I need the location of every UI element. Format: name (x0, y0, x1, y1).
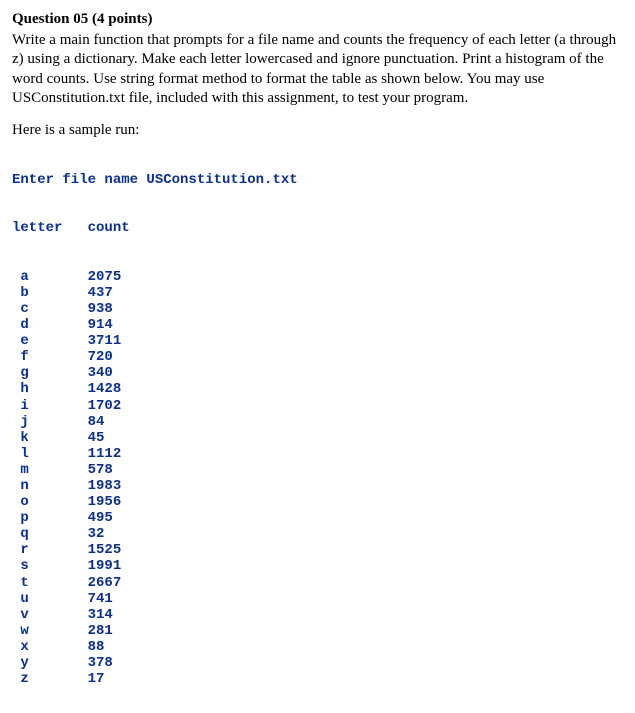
row-count: 378 (88, 655, 113, 671)
header-count: count (88, 220, 130, 236)
table-row: y378 (12, 655, 623, 671)
row-count: 45 (88, 430, 105, 446)
table-row: w281 (12, 623, 623, 639)
row-count: 281 (88, 623, 113, 639)
table-row: a2075 (12, 269, 623, 285)
table-row: s1991 (12, 558, 623, 574)
row-count: 84 (88, 414, 105, 430)
row-count: 1983 (88, 478, 122, 494)
row-count: 1525 (88, 542, 122, 558)
row-count: 1112 (88, 446, 122, 462)
header-letter: letter (12, 220, 88, 236)
table-row: d914 (12, 317, 623, 333)
row-letter: y (12, 655, 88, 671)
sample-output-block: Enter file name USConstitution.txt lette… (12, 140, 623, 703)
table-row: x88 (12, 639, 623, 655)
row-letter: s (12, 558, 88, 574)
row-count: 3711 (88, 333, 122, 349)
row-count: 495 (88, 510, 113, 526)
row-count: 1428 (88, 381, 122, 397)
table-row: h1428 (12, 381, 623, 397)
table-row: m578 (12, 462, 623, 478)
row-count: 1991 (88, 558, 122, 574)
row-count: 340 (88, 365, 113, 381)
row-count: 1702 (88, 398, 122, 414)
row-letter: t (12, 575, 88, 591)
row-letter: x (12, 639, 88, 655)
row-letter: u (12, 591, 88, 607)
row-count: 914 (88, 317, 113, 333)
table-row: j84 (12, 414, 623, 430)
row-count: 32 (88, 526, 105, 542)
row-letter: e (12, 333, 88, 349)
row-letter: g (12, 365, 88, 381)
row-letter: c (12, 301, 88, 317)
table-row: n1983 (12, 478, 623, 494)
row-letter: d (12, 317, 88, 333)
row-letter: z (12, 671, 88, 687)
row-letter: b (12, 285, 88, 301)
row-letter: f (12, 349, 88, 365)
row-letter: n (12, 478, 88, 494)
prompt-prefix: Enter file name (12, 172, 146, 188)
table-row: l1112 (12, 446, 623, 462)
table-row: g340 (12, 365, 623, 381)
table-row: v314 (12, 607, 623, 623)
row-letter: v (12, 607, 88, 623)
row-letter: q (12, 526, 88, 542)
row-count: 437 (88, 285, 113, 301)
row-count: 2667 (88, 575, 122, 591)
row-count: 938 (88, 301, 113, 317)
table-row: q32 (12, 526, 623, 542)
row-count: 578 (88, 462, 113, 478)
row-letter: h (12, 381, 88, 397)
table-row: z17 (12, 671, 623, 687)
table-row: i1702 (12, 398, 623, 414)
row-letter: j (12, 414, 88, 430)
table-row: r1525 (12, 542, 623, 558)
table-row: e3711 (12, 333, 623, 349)
table-row: c938 (12, 301, 623, 317)
table-row: k45 (12, 430, 623, 446)
question-body: Write a main function that prompts for a… (12, 31, 623, 109)
row-letter: l (12, 446, 88, 462)
row-count: 720 (88, 349, 113, 365)
sample-run-label: Here is a sample run: (12, 121, 623, 141)
row-letter: a (12, 269, 88, 285)
prompt-filename: USConstitution.txt (146, 172, 297, 188)
row-count: 1956 (88, 494, 122, 510)
table-row: u741 (12, 591, 623, 607)
table-header: lettercount (12, 220, 623, 236)
row-count: 314 (88, 607, 113, 623)
row-letter: p (12, 510, 88, 526)
table-row: t2667 (12, 575, 623, 591)
row-count: 741 (88, 591, 113, 607)
table-row: b437 (12, 285, 623, 301)
question-title: Question 05 (4 points) (12, 10, 623, 30)
table-row: f720 (12, 349, 623, 365)
row-count: 2075 (88, 269, 122, 285)
row-letter: o (12, 494, 88, 510)
row-letter: i (12, 398, 88, 414)
row-letter: m (12, 462, 88, 478)
table-row: o1956 (12, 494, 623, 510)
row-count: 88 (88, 639, 105, 655)
row-letter: r (12, 542, 88, 558)
sample-prompt-line: Enter file name USConstitution.txt (12, 172, 623, 188)
row-letter: k (12, 430, 88, 446)
row-letter: w (12, 623, 88, 639)
table-row: p495 (12, 510, 623, 526)
row-count: 17 (88, 671, 105, 687)
table-rows: a2075 b437 c938 d914 e3711 f720 g340 h14… (12, 269, 623, 687)
